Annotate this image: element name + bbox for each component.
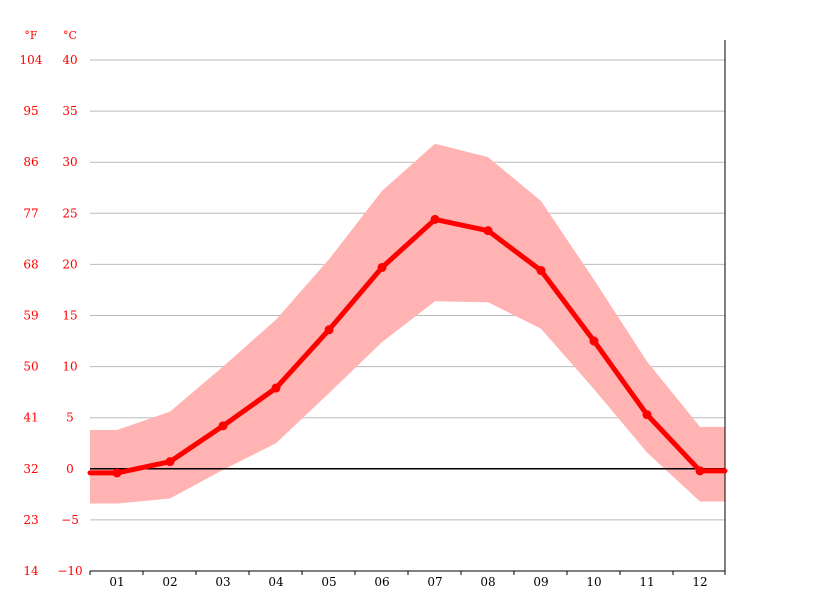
- x-tick-label: 12: [692, 575, 707, 589]
- celsius-tick-label: 20: [62, 257, 77, 271]
- x-tick-label: 02: [162, 575, 177, 589]
- x-tick-label: 07: [427, 575, 442, 589]
- x-axis-ticks: 01 02 03 04 05 06 07 08 09 10 11 12: [89, 571, 726, 589]
- data-point: [695, 466, 705, 476]
- fahrenheit-tick-label: 32: [23, 462, 38, 476]
- celsius-unit-label: °C: [63, 29, 77, 42]
- fahrenheit-tick-label: 77: [23, 206, 38, 220]
- celsius-tick-label: 15: [62, 309, 77, 323]
- celsius-tick-label: 40: [62, 53, 77, 67]
- x-tick-label: 05: [321, 575, 336, 589]
- celsius-tick-label: 5: [66, 411, 74, 425]
- fahrenheit-tick-label: 86: [23, 155, 38, 169]
- data-point: [112, 468, 122, 478]
- fahrenheit-tick-label: 59: [23, 309, 38, 323]
- data-point: [483, 226, 493, 236]
- x-tick-label: 11: [639, 575, 654, 589]
- x-tick-label: 08: [480, 575, 495, 589]
- celsius-tick-label: −10: [57, 564, 82, 578]
- fahrenheit-tick-label: 23: [23, 513, 38, 527]
- fahrenheit-tick-label: 104: [20, 53, 43, 67]
- fahrenheit-tick-label: 14: [23, 564, 39, 578]
- fahrenheit-tick-label: 68: [23, 257, 38, 271]
- celsius-tick-label: 10: [62, 360, 77, 374]
- data-point: [536, 266, 546, 276]
- data-point: [377, 262, 387, 272]
- temperature-range-band: [90, 143, 725, 504]
- celsius-tick-label: −5: [61, 513, 79, 527]
- data-point: [642, 410, 652, 420]
- fahrenheit-tick-label: 95: [23, 104, 38, 118]
- x-tick-label: 04: [268, 575, 284, 589]
- celsius-tick-label: 25: [62, 206, 77, 220]
- x-tick-label: 09: [533, 575, 548, 589]
- data-point: [430, 214, 440, 224]
- data-point: [165, 457, 175, 467]
- average-temperature-line: [87, 216, 728, 476]
- celsius-tick-label: 30: [62, 155, 77, 169]
- data-point: [218, 421, 228, 431]
- x-tick-label: 03: [215, 575, 230, 589]
- average-temperature-points: [112, 214, 705, 478]
- data-point: [271, 383, 281, 393]
- fahrenheit-unit-label: °F: [24, 29, 38, 42]
- fahrenheit-tick-label: 41: [23, 411, 38, 425]
- x-tick-label: 06: [374, 575, 389, 589]
- y-axis-labels: −10 14 −5 23 0 32 5 41 10 50 15 59 20 68 25 77 30 86 35 95 4…: [20, 53, 83, 578]
- fahrenheit-tick-label: 50: [23, 360, 38, 374]
- celsius-tick-label: 0: [66, 462, 74, 476]
- data-point: [589, 336, 599, 346]
- x-tick-label: 10: [586, 575, 601, 589]
- data-point: [324, 325, 334, 335]
- celsius-tick-label: 35: [62, 104, 77, 118]
- x-tick-label: 01: [109, 575, 124, 589]
